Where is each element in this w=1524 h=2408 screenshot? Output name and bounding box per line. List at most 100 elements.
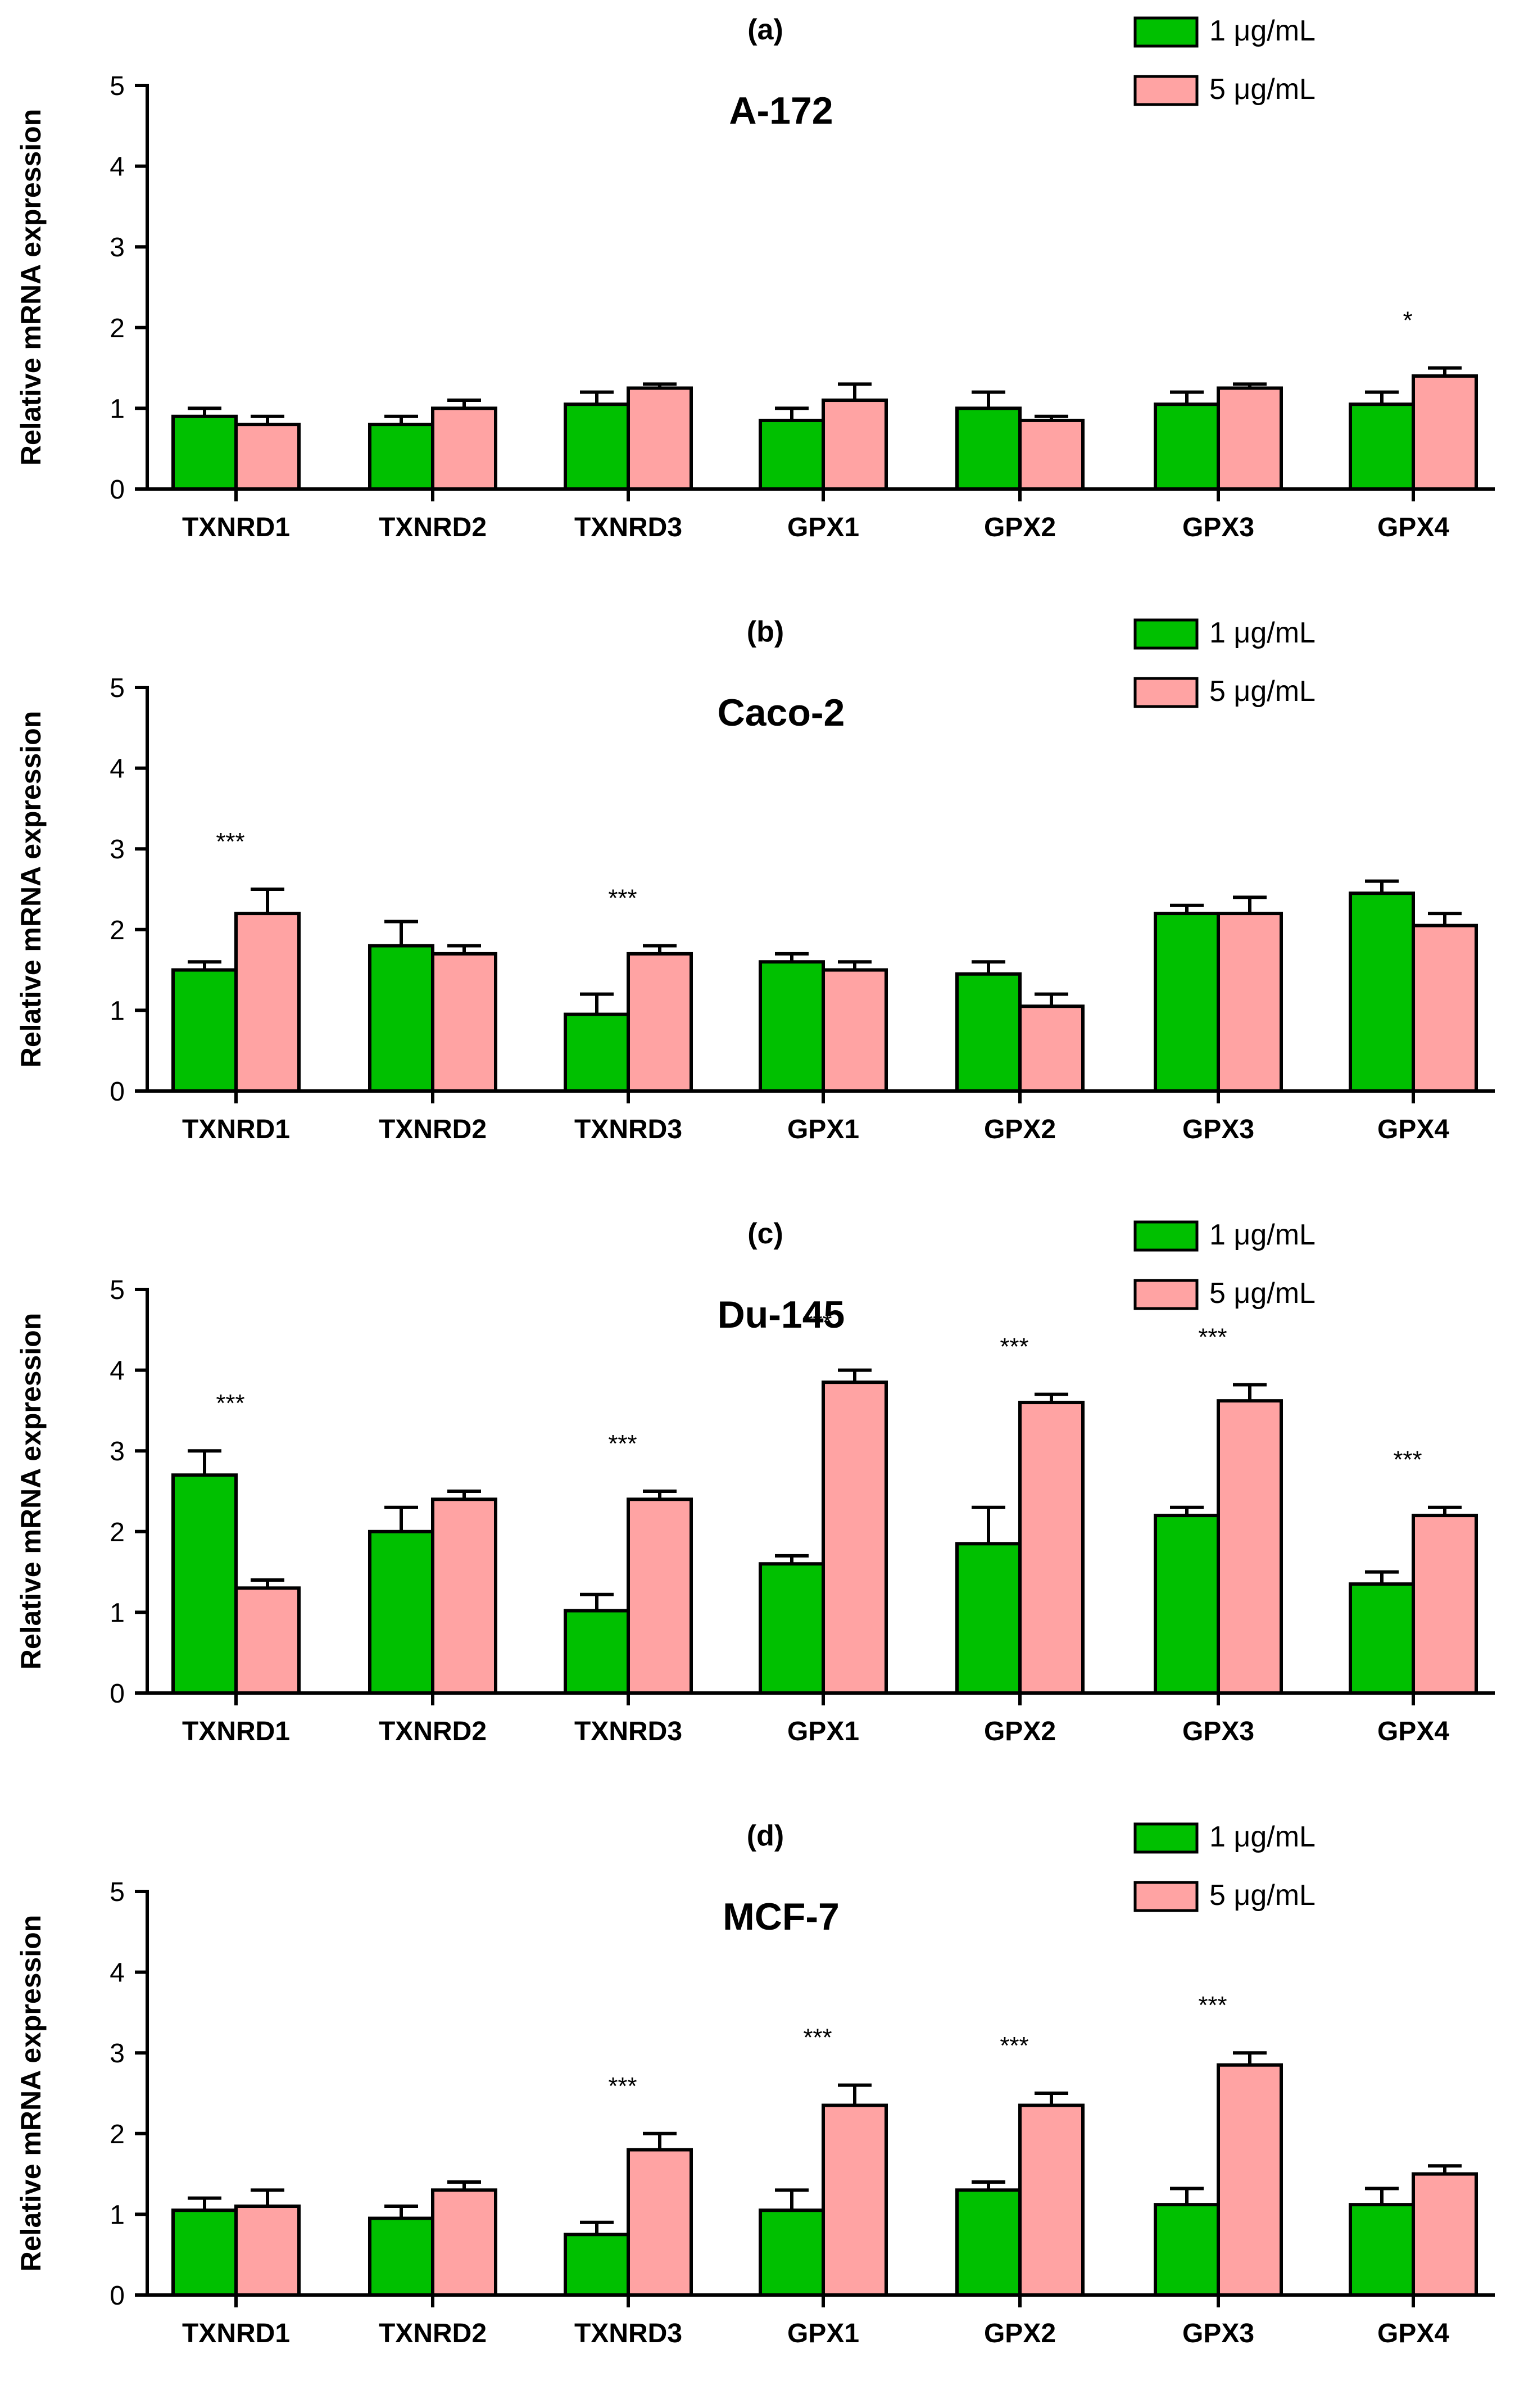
x-tick-label: GPX2 — [984, 2319, 1056, 2348]
bar-series-2 — [1412, 924, 1478, 1093]
cell-line-title: MCF-7 — [723, 1895, 840, 1938]
x-tick-label: GPX1 — [787, 513, 859, 542]
bar-series-2 — [1412, 2172, 1478, 2297]
chart-svg: (c) Du-145 1 μg/mL 5 μg/mL Relative mRNA exp… — [15, 1217, 1495, 1746]
y-tick-label: 4 — [110, 152, 125, 182]
x-tick-label: GPX3 — [1182, 1717, 1254, 1746]
bar-group-gpx3: GPX3 — [1154, 382, 1283, 542]
significance-label: *** — [1000, 2032, 1028, 2060]
bar-series-1 — [1349, 402, 1415, 491]
x-tick-label: TXNRD2 — [379, 1115, 487, 1144]
x-tick-label: GPX3 — [1182, 1115, 1254, 1144]
x-tick-label: TXNRD2 — [379, 2319, 487, 2348]
legend-swatch-2 — [1133, 1279, 1199, 1310]
chart-panel-4: (d) MCF-7 1 μg/mL 5 μg/mL Relative mRNA expr… — [0, 1806, 1524, 2408]
y-tick-label: 0 — [110, 2281, 125, 2311]
bar-series-2 — [1217, 1399, 1283, 1695]
bar-series-2 — [822, 399, 888, 491]
bar-series-1 — [955, 2188, 1022, 2297]
bar-series-1 — [759, 418, 825, 491]
bar-series-1 — [1349, 2203, 1415, 2297]
bar-series-1 — [759, 960, 825, 1093]
y-tick-label: 4 — [110, 1356, 125, 1386]
y-tick-label: 5 — [110, 1275, 125, 1305]
legend: 1 μg/mL 5 μg/mL — [1133, 617, 1316, 708]
bar-series-1 — [1349, 891, 1415, 1093]
legend-swatch-1 — [1133, 16, 1199, 48]
legend-label-1: 1 μg/mL — [1209, 1219, 1316, 1251]
y-tick-label: 4 — [110, 754, 125, 784]
legend-label-2: 5 μg/mL — [1209, 1277, 1316, 1310]
y-axis-label: Relative mRNA expression — [15, 1915, 47, 2272]
legend-swatch-2 — [1133, 1881, 1199, 1912]
y-tick-label: 2 — [110, 2120, 125, 2149]
chart-svg: (d) MCF-7 1 μg/mL 5 μg/mL Relative mRNA expr… — [15, 1819, 1495, 2348]
x-tick-label: TXNRD2 — [379, 513, 487, 542]
bar-group-txnrd3: TXNRD3 — [564, 382, 693, 542]
bar-series-2 — [822, 968, 888, 1093]
y-tick-label: 1 — [110, 996, 125, 1026]
bar-series-2 — [1217, 912, 1283, 1093]
x-tick-label: TXNRD1 — [182, 1717, 290, 1746]
bar-series-2 — [627, 386, 693, 491]
x-tick-label: GPX1 — [787, 2319, 859, 2348]
significance-label: * — [1403, 307, 1412, 334]
bar-series-1 — [955, 406, 1022, 491]
x-tick-label: TXNRD3 — [574, 1717, 682, 1746]
legend-label-2: 5 μg/mL — [1209, 1879, 1316, 1912]
bar-group-gpx4: GPX4 — [1349, 2164, 1478, 2348]
x-tick-label: TXNRD2 — [379, 1717, 487, 1746]
bar-series-1 — [368, 423, 434, 491]
bar-series-1 — [368, 2216, 434, 2297]
bar-group-gpx4: GPX4 * — [1349, 307, 1478, 542]
legend: 1 μg/mL 5 μg/mL — [1133, 15, 1316, 106]
legend-label-1: 1 μg/mL — [1209, 1821, 1316, 1853]
bar-series-2 — [1018, 1401, 1085, 1695]
y-tick-label: 3 — [110, 835, 125, 864]
bar-series-1 — [564, 1012, 630, 1093]
x-tick-label: GPX4 — [1377, 513, 1449, 542]
y-tick-label: 0 — [110, 1679, 125, 1709]
bar-series-1 — [1349, 1582, 1415, 1695]
bar-series-2 — [431, 1497, 497, 1695]
bar-group-gpx3: GPX3 *** — [1154, 1991, 1283, 2348]
bar-series-1 — [368, 944, 434, 1093]
bar-group-gpx1: GPX1 *** — [759, 2024, 888, 2348]
bar-series-2 — [234, 2205, 301, 2297]
bar-group-gpx2: GPX2 — [955, 960, 1085, 1144]
y-tick-label: 3 — [110, 233, 125, 262]
bar-group-gpx3: GPX3 — [1154, 895, 1283, 1144]
bar-group-gpx4: GPX4 — [1349, 879, 1478, 1144]
chart-panel-2: (b) Caco-2 1 μg/mL 5 μg/mL Relative mRNA exp… — [0, 602, 1524, 1204]
chart-panel-1: (a) A-172 1 μg/mL 5 μg/mL Relative mRNA expr… — [0, 0, 1524, 602]
bar-series-2 — [822, 1380, 888, 1695]
y-tick-label: 3 — [110, 1437, 125, 1466]
bar-series-2 — [234, 1586, 301, 1695]
y-tick-label: 5 — [110, 1877, 125, 1907]
bar-series-2 — [1217, 2063, 1283, 2297]
bar-series-2 — [431, 406, 497, 491]
bar-series-1 — [368, 1529, 434, 1695]
cell-line-title: A-172 — [729, 89, 833, 132]
bar-group-gpx1: GPX1 — [759, 952, 888, 1144]
legend-swatch-2 — [1133, 677, 1199, 708]
x-tick-label: TXNRD1 — [182, 513, 290, 542]
panel-tag: (c) — [747, 1217, 783, 1250]
bar-series-2 — [431, 2188, 497, 2297]
bar-group-txnrd2: TXNRD2 — [368, 1490, 497, 1746]
bar-series-2 — [1018, 418, 1085, 491]
bar-group-txnrd3: TXNRD3 *** — [564, 2072, 693, 2348]
bar-series-2 — [234, 423, 301, 491]
bar-series-2 — [1412, 374, 1478, 491]
y-tick-label: 0 — [110, 1077, 125, 1107]
y-tick-label: 4 — [110, 1958, 125, 1988]
bar-group-txnrd3: TXNRD3 *** — [564, 1430, 693, 1746]
bar-series-1 — [1154, 912, 1220, 1093]
x-tick-label: GPX1 — [787, 1717, 859, 1746]
legend-swatch-1 — [1133, 1822, 1199, 1854]
bar-series-1 — [171, 968, 238, 1093]
bar-group-txnrd1: TXNRD1 — [171, 406, 301, 542]
legend-swatch-1 — [1133, 1220, 1199, 1252]
y-axis-label: Relative mRNA expression — [15, 109, 47, 466]
y-tick-label: 5 — [110, 673, 125, 703]
